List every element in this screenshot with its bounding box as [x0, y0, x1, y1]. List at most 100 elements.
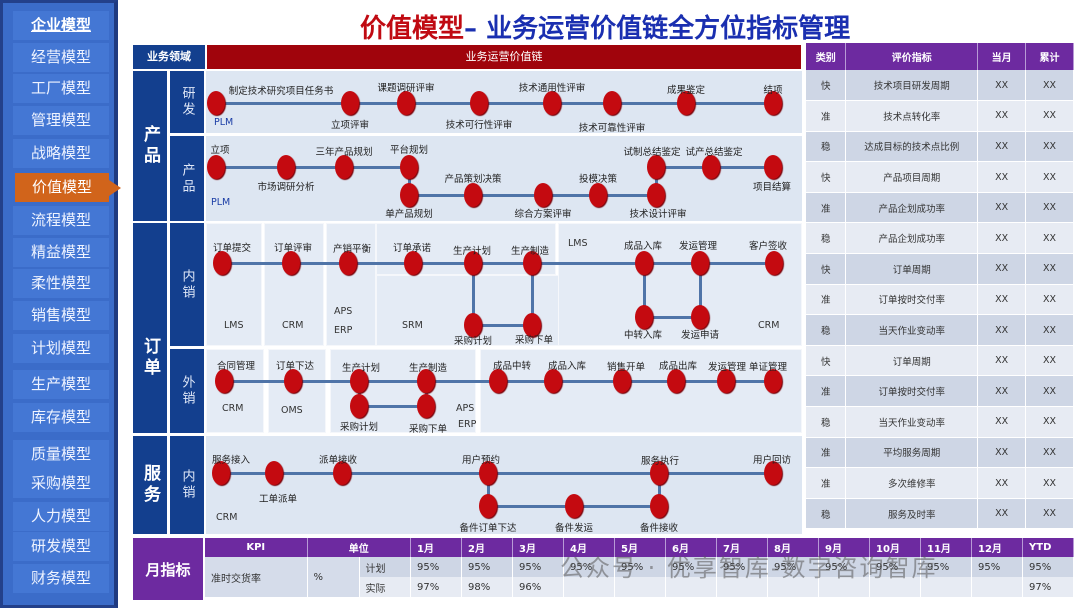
node-sales-invoice[interactable] — [613, 369, 631, 393]
node-market-research[interactable] — [277, 155, 295, 179]
sidebar-item-planning[interactable]: 计划模型 — [13, 334, 109, 363]
cell-category: 快 — [806, 161, 847, 193]
node-shipping-request[interactable] — [691, 305, 709, 329]
node-closure[interactable] — [764, 91, 782, 115]
node-fg-inbound[interactable] — [544, 369, 562, 393]
node-label: 技术可行性评审 — [445, 120, 513, 131]
sidebar-item-finance[interactable]: 财务模型 — [13, 564, 109, 593]
system-crm: CRM — [758, 320, 780, 331]
node-task-book[interactable] — [207, 91, 225, 115]
node-approval-review[interactable] — [341, 91, 359, 115]
node-three-year-plan[interactable] — [335, 155, 353, 179]
node-single-product-plan[interactable] — [400, 183, 418, 207]
node-work-order-dispatch[interactable] — [265, 461, 283, 485]
sidebar-item-inventory[interactable]: 库存模型 — [13, 403, 109, 432]
node-manufacturing[interactable] — [523, 251, 541, 275]
node-purchase-plan[interactable] — [464, 313, 482, 337]
node-fg-inbound[interactable] — [635, 251, 653, 275]
node-order-issue[interactable] — [284, 369, 302, 393]
cell-plan: 95% — [614, 557, 666, 577]
sidebar-item-lean[interactable]: 精益模型 — [13, 238, 109, 267]
node-initiation[interactable] — [207, 155, 225, 179]
node-feasibility[interactable] — [470, 91, 488, 115]
node-order-commit[interactable] — [404, 251, 422, 275]
cell-indicator: 平均服务周期 — [845, 437, 979, 469]
table-row-actual: 实际 97% 98% 96% 97% — [205, 577, 1074, 597]
node-contract[interactable] — [215, 369, 233, 393]
node-production-plan[interactable] — [350, 369, 368, 393]
node-label: 工单派单 — [258, 494, 298, 505]
node-trial-summary[interactable] — [647, 155, 665, 179]
node-service-execution[interactable] — [650, 461, 668, 485]
node-order-review[interactable] — [282, 251, 300, 275]
node-balance[interactable] — [339, 251, 357, 275]
node-spare-order[interactable] — [479, 494, 497, 518]
sidebar-item-process[interactable]: 流程模型 — [13, 206, 109, 235]
node-fg-outbound[interactable] — [667, 369, 685, 393]
cell-category: 准 — [806, 100, 847, 132]
cell-category: 稳 — [806, 222, 847, 255]
node-user-followup[interactable] — [764, 461, 782, 485]
sidebar-item-sales[interactable]: 销售模型 — [13, 301, 109, 330]
sidebar-item-business[interactable]: 经营模型 — [13, 43, 109, 72]
system-box-lms — [206, 223, 262, 346]
node-platform-plan[interactable] — [400, 155, 418, 179]
sidebar-item-factory[interactable]: 工厂模型 — [13, 74, 109, 103]
node-spare-receive[interactable] — [650, 494, 668, 518]
node-spare-shipping[interactable] — [565, 494, 583, 518]
node-project-settlement[interactable] — [764, 155, 782, 179]
node-shipping[interactable] — [717, 369, 735, 393]
sidebar-item-hr[interactable]: 人力模型 — [13, 502, 109, 531]
cell-actual — [767, 577, 819, 597]
table-row: 准产品企划成功率 XX XX — [806, 192, 1074, 224]
cell-cumulative: XX — [1025, 406, 1074, 438]
node-dispatch-receive[interactable] — [333, 461, 351, 485]
node-transfer-inbound[interactable] — [635, 305, 653, 329]
node-reliability[interactable] — [603, 91, 621, 115]
node-tech-design-review[interactable] — [647, 183, 665, 207]
node-production-plan[interactable] — [464, 251, 482, 275]
sidebar-item-rd[interactable]: 研发模型 — [13, 532, 109, 561]
node-purchase-order[interactable] — [417, 394, 435, 418]
node-label: 派单接收 — [318, 455, 358, 466]
node-customer-sign[interactable] — [765, 251, 783, 275]
cell-cumulative: XX — [1025, 375, 1074, 408]
system-box-logistics — [480, 349, 802, 433]
node-pilot-summary[interactable] — [702, 155, 720, 179]
sidebar-item-value[interactable]: 价值模型 — [15, 173, 121, 202]
cell-category: 快 — [806, 70, 847, 102]
node-manufacturing[interactable] — [417, 369, 435, 393]
sidebar: 企业模型 经营模型 工厂模型 管理模型 战略模型 价值模型 流程模型 精益模型 … — [0, 0, 121, 608]
node-label: 综合方案评审 — [514, 209, 572, 220]
node-solution-review[interactable] — [534, 183, 552, 207]
node-fg-transfer[interactable] — [489, 369, 507, 393]
node-generality[interactable] — [543, 91, 561, 115]
sidebar-item-enterprise[interactable]: 企业模型 — [13, 11, 109, 40]
node-order-submit[interactable] — [213, 251, 231, 275]
node-user-appointment[interactable] — [479, 461, 497, 485]
node-appraisal[interactable] — [677, 91, 695, 115]
node-label: 订单提交 — [212, 243, 252, 254]
cell-category: 准 — [806, 437, 847, 469]
node-mold-decision[interactable] — [589, 183, 607, 207]
col-month-2: 2月 — [461, 538, 513, 557]
table-row: 稳当天作业变动率 XX XX — [806, 314, 1074, 346]
cell-actual: 98% — [461, 577, 513, 597]
node-label: 技术可靠性评审 — [578, 123, 646, 134]
sidebar-item-quality[interactable]: 质量模型 — [13, 440, 109, 469]
node-purchase-order[interactable] — [523, 313, 541, 337]
sidebar-item-flexible[interactable]: 柔性模型 — [13, 269, 109, 298]
node-documents[interactable] — [764, 369, 782, 393]
sidebar-item-management[interactable]: 管理模型 — [13, 106, 109, 135]
system-erp: ERP — [334, 325, 353, 336]
sidebar-item-strategy[interactable]: 战略模型 — [13, 139, 109, 168]
sidebar-item-production[interactable]: 生产模型 — [13, 370, 109, 399]
node-service-intake[interactable] — [212, 461, 230, 485]
node-topic-research[interactable] — [397, 91, 415, 115]
cell-indicator: 达成目标的技术点比例 — [845, 131, 979, 163]
node-purchase-plan[interactable] — [350, 394, 368, 418]
sidebar-item-purchasing[interactable]: 采购模型 — [13, 469, 109, 498]
business-domain-header: 业务领域 — [133, 45, 205, 69]
node-shipping[interactable] — [691, 251, 709, 275]
node-product-decision[interactable] — [464, 183, 482, 207]
